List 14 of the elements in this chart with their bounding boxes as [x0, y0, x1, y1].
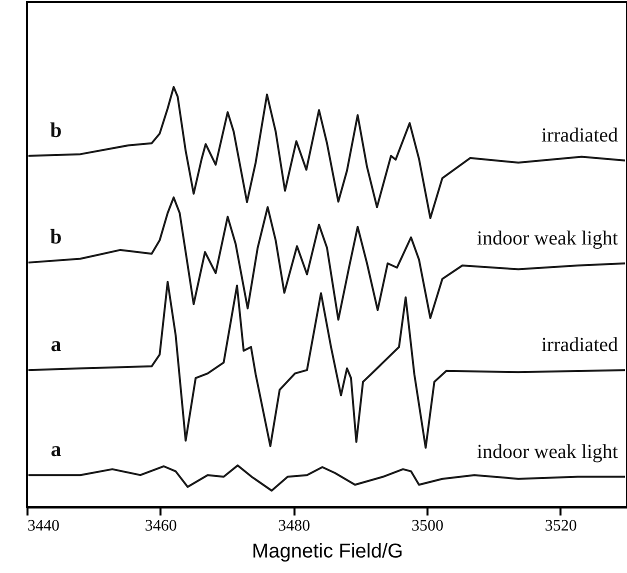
x-tick-label: 3440 — [28, 518, 60, 534]
x-axis-title: Magnetic Field/G — [252, 540, 404, 562]
annotation: a — [50, 332, 62, 356]
annotation: indoor weak light — [476, 227, 618, 250]
x-tick-label: 3480 — [278, 518, 310, 534]
annotation: indoor weak light — [476, 440, 618, 463]
annotation: a — [50, 437, 62, 462]
annotation: b — [50, 118, 62, 142]
annotation: b — [50, 224, 62, 249]
annotation: irradiated — [541, 334, 618, 356]
x-tick-label: 3500 — [412, 518, 444, 534]
x-tick-label: 3520 — [544, 518, 577, 534]
x-tick-label: 3460 — [144, 518, 177, 534]
annotation: irradiated — [541, 124, 618, 146]
